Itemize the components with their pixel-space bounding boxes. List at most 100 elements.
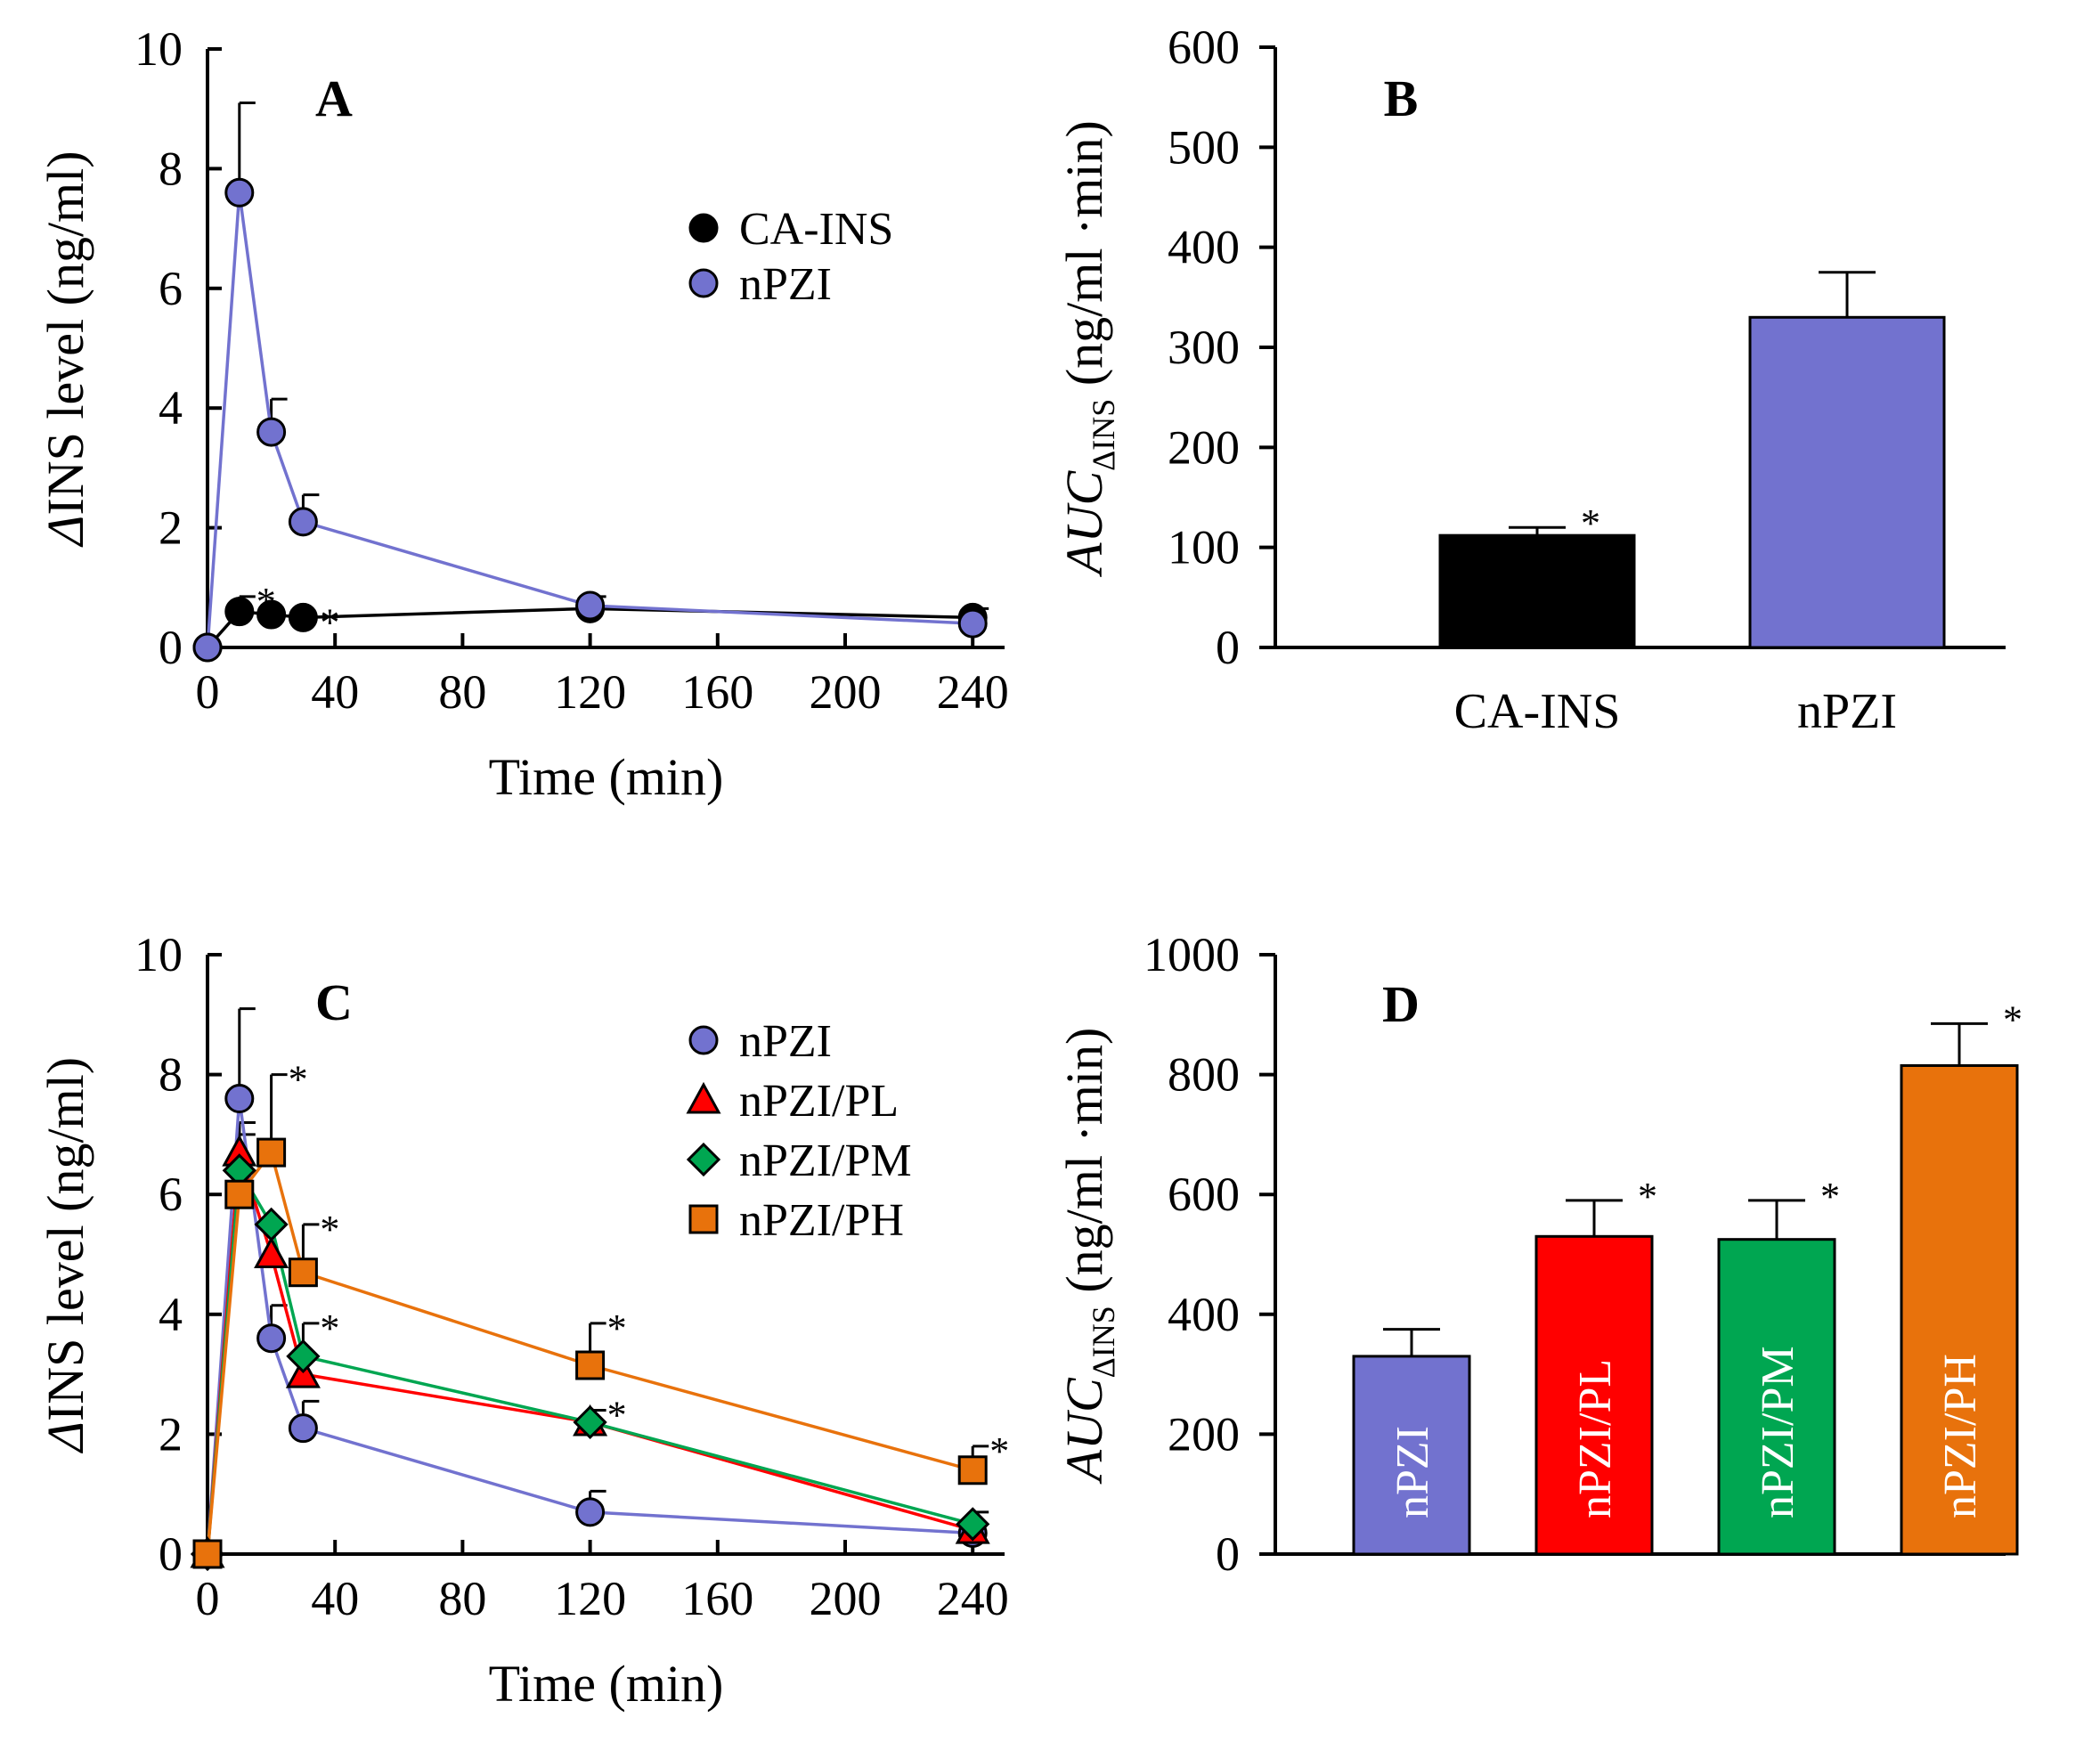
data-point xyxy=(288,602,318,632)
data-point xyxy=(256,1323,287,1354)
legend-label: nPZI/PH xyxy=(739,1195,904,1246)
data-point xyxy=(288,1413,318,1444)
legend-label: nPZI xyxy=(739,1016,832,1067)
category-label: CA-INS xyxy=(1454,684,1621,739)
panel-d: 0 200 400 600 800 1000 AUCΔINS (ng/ml ·min) DnP… xyxy=(1055,928,2023,1581)
data-point xyxy=(288,1258,318,1288)
series-line-npzi-pm xyxy=(206,1165,973,1555)
significance-star: * xyxy=(320,1306,339,1350)
y-axis-label-subscript: ΔINS xyxy=(1086,1306,1121,1378)
y-axis-label-subscript: ΔINS xyxy=(1086,399,1121,471)
data-point xyxy=(254,1236,289,1268)
y-tick-label: 10 xyxy=(134,22,183,76)
data-point xyxy=(256,1137,287,1168)
x-tick-label: 160 xyxy=(681,1572,753,1625)
x-tick-label: 0 xyxy=(196,665,220,719)
significance-star: * xyxy=(2003,997,2023,1041)
y-tick-label: 4 xyxy=(159,381,183,435)
x-axis-label: Time (min) xyxy=(489,1655,724,1713)
legend-label: nPZI/PL xyxy=(739,1076,899,1127)
y-tick-label: 4 xyxy=(159,1288,183,1341)
data-point xyxy=(956,1507,990,1542)
data-point xyxy=(575,590,606,621)
y-tick-label: 400 xyxy=(1168,1288,1240,1341)
legend-marker xyxy=(686,1142,721,1177)
legend-marker xyxy=(688,268,719,298)
bar xyxy=(1748,315,1946,649)
x-tick-label: 80 xyxy=(438,1572,486,1625)
panel-label: C xyxy=(315,973,353,1031)
panel-label: B xyxy=(1384,69,1419,127)
x-tick-label: 120 xyxy=(554,665,626,719)
x-tick-label: 120 xyxy=(554,1572,626,1625)
y-axis-label: ΔINS level (ng/ml) xyxy=(37,151,94,547)
significance-star: * xyxy=(1820,1175,1840,1218)
y-tick-label: 0 xyxy=(159,1527,183,1581)
y-tick-label: 6 xyxy=(159,1168,183,1221)
x-tick-label: 200 xyxy=(810,1572,882,1625)
y-tick-label: 2 xyxy=(159,1407,183,1461)
significance-star: * xyxy=(320,600,339,644)
legend-marker xyxy=(686,1081,721,1114)
bar xyxy=(1534,1234,1654,1556)
legend-label: nPZI/PM xyxy=(739,1135,912,1186)
y-tick-label: 100 xyxy=(1168,521,1240,574)
data-point xyxy=(224,1179,255,1209)
panel-b: 0 100 200 300 400 500 600 AUCΔINS (ng/ml ·min) B… xyxy=(1055,20,2006,739)
x-tick-label: 200 xyxy=(810,665,882,719)
legend-marker xyxy=(688,1025,719,1055)
y-tick-label: 200 xyxy=(1168,1407,1240,1461)
x-axis-label: Time (min) xyxy=(489,748,724,806)
bar-inner-label: nPZI/PL xyxy=(1570,1359,1621,1518)
y-axis-label-auc: AUC xyxy=(1055,470,1113,578)
bar-inner-label: nPZI xyxy=(1388,1426,1438,1518)
data-point xyxy=(575,1350,606,1380)
x-tick-label: 0 xyxy=(196,1572,220,1625)
x-tick-label: 40 xyxy=(311,665,359,719)
x-tick-label: 240 xyxy=(937,1572,1009,1625)
y-tick-label: 8 xyxy=(159,1048,183,1102)
bar xyxy=(1438,533,1636,649)
panel-c: 0 2 4 6 8 10 0 40 80 120 160 200 240 Time (min) ΔINS l… xyxy=(37,928,1009,1713)
y-axis-label-auc: AUC xyxy=(1055,1377,1113,1485)
data-point xyxy=(224,177,255,208)
y-tick-label: 2 xyxy=(159,501,183,555)
y-tick-label: 600 xyxy=(1168,1168,1240,1221)
significance-star: * xyxy=(989,1429,1009,1473)
panel-label: A xyxy=(315,69,353,127)
x-tick-label: 40 xyxy=(311,1572,359,1625)
bar-inner-label: nPZI/PM xyxy=(1753,1346,1803,1518)
bar xyxy=(1717,1238,1836,1556)
data-point xyxy=(256,599,287,630)
significance-star: * xyxy=(320,1208,339,1251)
data-point xyxy=(573,1404,607,1440)
y-tick-label: 200 xyxy=(1168,420,1240,474)
legend-marker xyxy=(688,213,719,243)
data-point xyxy=(254,1207,289,1241)
series-line-npzi-ph xyxy=(206,1149,973,1555)
y-tick-label: 0 xyxy=(159,621,183,674)
data-point xyxy=(192,1539,223,1569)
y-axis-label: AUCΔINS (ng/ml ·min) xyxy=(1055,120,1121,578)
y-axis-label: AUCΔINS (ng/ml ·min) xyxy=(1055,1028,1121,1485)
x-tick-label: 80 xyxy=(438,665,486,719)
significance-star: * xyxy=(607,1393,627,1437)
significance-star: * xyxy=(289,1058,308,1102)
x-tick-label: 240 xyxy=(937,665,1009,719)
y-axis-label-text: INS level (ng/ml) xyxy=(37,151,94,515)
data-point xyxy=(224,1084,255,1114)
y-tick-label: 600 xyxy=(1168,20,1240,74)
significance-star: * xyxy=(1638,1175,1657,1218)
significance-star: * xyxy=(1581,501,1600,545)
data-point xyxy=(575,1497,606,1527)
legend-label: nPZI xyxy=(739,259,832,310)
data-point xyxy=(192,632,223,663)
data-point xyxy=(256,417,287,447)
y-axis-label-units: (ng/ml ·min) xyxy=(1055,1028,1113,1306)
data-point xyxy=(286,1339,321,1374)
bar-inner-label: nPZI/PH xyxy=(1935,1354,1986,1518)
y-axis-label: ΔINS level (ng/ml) xyxy=(37,1057,94,1453)
significance-star: * xyxy=(607,1306,627,1350)
y-tick-label: 10 xyxy=(134,928,183,981)
